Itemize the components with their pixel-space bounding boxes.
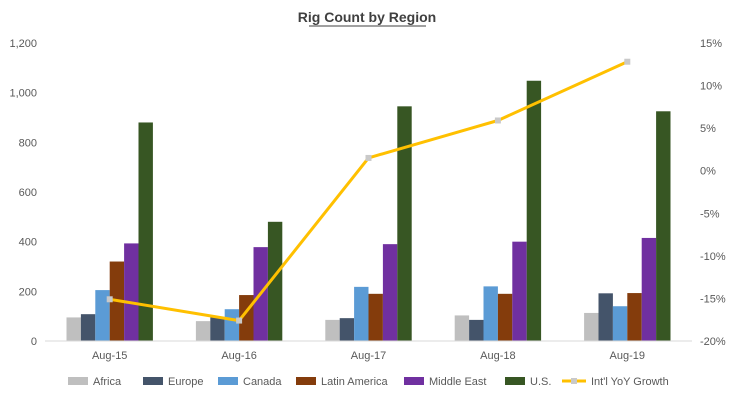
growth-line bbox=[109, 60, 628, 323]
bar-africa bbox=[66, 317, 81, 341]
legend-swatch bbox=[68, 377, 88, 385]
legend-swatch-marker bbox=[571, 378, 577, 384]
x-tick-label: Aug-16 bbox=[221, 350, 256, 362]
x-tick-label: Aug-19 bbox=[610, 350, 645, 362]
axis-layer: 0 200 400 600 800 1,000 1,200 -20% -15% -10% -5% 0%… bbox=[9, 38, 725, 362]
bar-middle-east bbox=[641, 237, 657, 341]
legend-swatch bbox=[404, 377, 424, 385]
bar-u-s- bbox=[267, 221, 283, 341]
growth-point bbox=[494, 117, 501, 124]
x-tick-label: Aug-17 bbox=[351, 350, 386, 362]
bar-europe bbox=[469, 319, 484, 341]
legend-label: Int'l YoY Growth bbox=[591, 376, 669, 388]
bar-latin-america bbox=[497, 293, 513, 341]
y-left-tick-label: 1,200 bbox=[9, 38, 37, 50]
bar-u-s- bbox=[138, 122, 153, 341]
legend-label: U.S. bbox=[530, 376, 551, 388]
legend: Africa Europe Canada Latin America Middle Ea… bbox=[68, 376, 669, 388]
chart-title: Rig Count by Region bbox=[298, 9, 436, 25]
growth-point bbox=[624, 58, 631, 65]
legend-swatch bbox=[218, 377, 238, 385]
y-right-tick-label: -15% bbox=[700, 293, 726, 305]
growth-point bbox=[236, 317, 243, 324]
y-right-tick-label: 0% bbox=[700, 166, 716, 178]
bar-middle-east bbox=[512, 241, 527, 341]
bar-canada bbox=[224, 309, 240, 341]
legend-label: Latin America bbox=[321, 376, 389, 388]
bar-u-s- bbox=[526, 80, 542, 341]
bar-africa bbox=[454, 315, 470, 341]
growth-point bbox=[365, 154, 372, 161]
legend-swatch bbox=[505, 377, 525, 385]
y-right-tick-label: 10% bbox=[700, 81, 722, 93]
y-left-tick-label: 600 bbox=[19, 187, 37, 199]
y-left-tick-label: 200 bbox=[19, 286, 37, 298]
bar-africa bbox=[325, 319, 340, 341]
y-left-tick-label: 400 bbox=[19, 237, 37, 249]
bar-europe bbox=[210, 317, 225, 341]
bar-latin-america bbox=[627, 293, 642, 341]
bar-canada bbox=[612, 306, 628, 341]
legend-label: Middle East bbox=[429, 376, 486, 388]
bar-middle-east bbox=[124, 243, 139, 341]
bar-europe bbox=[339, 318, 355, 341]
x-tick-label: Aug-15 bbox=[92, 350, 127, 362]
y-right-tick-label: -20% bbox=[700, 336, 726, 348]
legend-label: Europe bbox=[168, 376, 203, 388]
legend-swatch bbox=[296, 377, 316, 385]
legend-label: Africa bbox=[93, 376, 122, 388]
x-tick-label: Aug-18 bbox=[480, 350, 515, 362]
bar-africa bbox=[584, 312, 599, 341]
y-left-tick-label: 1,000 bbox=[9, 88, 37, 100]
bar-canada bbox=[95, 290, 110, 341]
line-layer bbox=[106, 58, 631, 324]
bar-canada bbox=[354, 286, 369, 341]
bar-europe bbox=[598, 293, 613, 341]
y-right-tick-label: -5% bbox=[700, 208, 720, 220]
y-right-tick-label: 15% bbox=[700, 38, 722, 50]
y-left-tick-label: 0 bbox=[31, 336, 37, 348]
y-right-tick-label: 5% bbox=[700, 123, 716, 135]
bar-africa bbox=[195, 321, 211, 341]
y-right-tick-label: -10% bbox=[700, 251, 726, 263]
bar-latin-america bbox=[368, 293, 383, 341]
legend-label: Canada bbox=[243, 376, 282, 388]
bar-middle-east bbox=[382, 244, 398, 341]
bar-europe bbox=[80, 314, 96, 341]
legend-swatch bbox=[143, 377, 163, 385]
growth-point bbox=[106, 296, 113, 303]
y-left-tick-label: 800 bbox=[19, 137, 37, 149]
bar-u-s- bbox=[656, 111, 671, 341]
bar-u-s- bbox=[397, 106, 412, 341]
bar-canada bbox=[483, 286, 498, 341]
bars-layer bbox=[66, 80, 671, 341]
